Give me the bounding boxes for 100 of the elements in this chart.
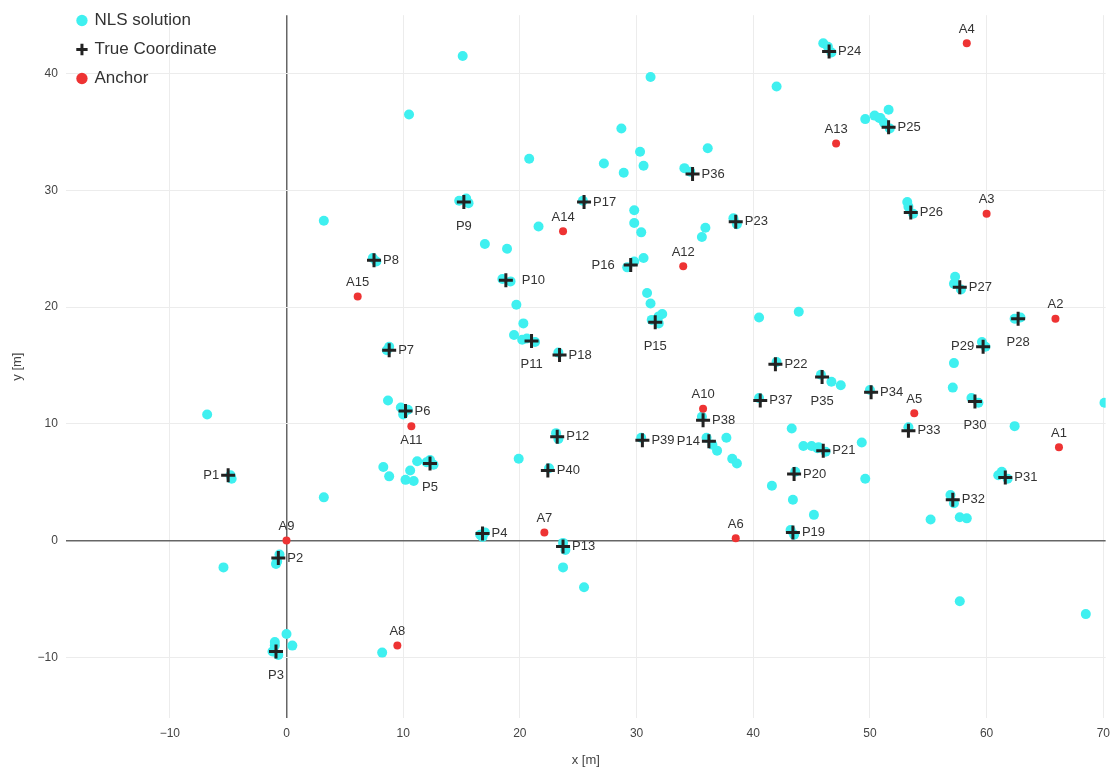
- x-tick-label: 20: [513, 725, 527, 740]
- point: [455, 193, 473, 211]
- annotation: P24: [838, 42, 862, 58]
- point: [365, 251, 383, 269]
- annotation: P18: [568, 346, 592, 362]
- point: [554, 537, 572, 555]
- x-tick-label: 40: [746, 725, 761, 740]
- annotation: P5: [422, 479, 438, 495]
- annotation: P15: [643, 337, 667, 353]
- point: [267, 642, 285, 660]
- point: [813, 368, 831, 386]
- annotation: P17: [593, 193, 617, 209]
- point: [974, 338, 992, 356]
- x-tick-label: 60: [979, 725, 994, 740]
- x-tick-label: −10: [159, 725, 181, 740]
- annotation: P25: [897, 118, 921, 134]
- point: [1051, 314, 1060, 323]
- point: [832, 139, 841, 148]
- point: [559, 227, 568, 236]
- annotation: P39: [651, 431, 675, 447]
- point: [785, 465, 803, 483]
- point: [731, 534, 740, 543]
- annotation: P8: [383, 251, 399, 267]
- point: [353, 292, 362, 301]
- point: [996, 469, 1014, 487]
- point: [880, 118, 898, 136]
- point: [814, 442, 832, 460]
- annotation: A8: [389, 623, 406, 639]
- annotation: P20: [803, 465, 827, 481]
- point: [421, 455, 439, 472]
- annotation: P31: [1014, 469, 1038, 485]
- annotation: A10: [691, 386, 715, 402]
- annotation: A5: [906, 390, 923, 406]
- point: [393, 641, 402, 650]
- annotation: P16: [591, 256, 615, 272]
- point: [397, 402, 415, 420]
- annotation: P11: [520, 356, 543, 372]
- annotation: P26: [919, 204, 943, 220]
- point: [646, 313, 664, 331]
- annotation: A7: [536, 509, 553, 525]
- annotation: P9: [455, 217, 472, 233]
- point: [694, 411, 712, 429]
- point: [540, 528, 549, 537]
- point: [751, 391, 769, 409]
- point: [575, 193, 593, 211]
- annotation: A15: [346, 274, 370, 290]
- annotation: A12: [671, 243, 695, 259]
- point: [966, 393, 984, 411]
- annotation: A3: [978, 191, 995, 207]
- annotation: P12: [566, 428, 590, 444]
- annotation: P3: [268, 667, 284, 683]
- annotation: P1: [203, 466, 220, 482]
- point: [944, 491, 962, 509]
- x-tick-label: 10: [396, 725, 411, 740]
- annotation: A11: [400, 431, 423, 447]
- annotation: P14: [676, 432, 700, 448]
- x-tick-label: 0: [283, 725, 291, 740]
- x-axis-title: x [m]: [571, 751, 600, 767]
- point: [380, 341, 398, 359]
- point: [962, 39, 971, 48]
- annotation: P36: [701, 165, 725, 181]
- annotation: P10: [521, 271, 545, 287]
- x-tick-label: 70: [1096, 725, 1111, 740]
- point: [766, 355, 784, 373]
- annotation: P23: [744, 213, 768, 229]
- point: [282, 536, 291, 545]
- point: [951, 278, 969, 296]
- point: [474, 525, 492, 543]
- y-tick-label: −10: [37, 649, 59, 664]
- x-tick-label: 50: [863, 725, 877, 740]
- point: [820, 42, 838, 60]
- point: [1009, 310, 1027, 328]
- x-tick-label: 30: [629, 725, 644, 740]
- annotation: P21: [832, 442, 856, 458]
- legend-label: True Coordinate: [94, 39, 217, 59]
- annotation: P27: [968, 278, 992, 294]
- point: [407, 422, 416, 431]
- point: [902, 204, 920, 221]
- annotation: P7: [398, 341, 415, 357]
- annotation: P29: [950, 338, 975, 354]
- annotation: P13: [572, 537, 596, 553]
- annotation: P40: [556, 462, 581, 478]
- point: [699, 404, 708, 413]
- point: [497, 271, 515, 289]
- y-tick-label: 30: [44, 182, 59, 197]
- point: [219, 466, 237, 484]
- point: [539, 462, 557, 479]
- annotation: P22: [784, 355, 808, 371]
- point: [899, 422, 917, 440]
- legend-label: NLS solution: [94, 10, 191, 30]
- point: [862, 383, 880, 401]
- annotation: P4: [491, 525, 508, 541]
- annotation: P30: [963, 417, 987, 433]
- y-tick-label: 0: [51, 532, 59, 547]
- annotation: A14: [551, 208, 575, 224]
- annotation: P32: [961, 491, 985, 507]
- annotation: P19: [801, 523, 826, 539]
- point: [684, 165, 702, 183]
- annotation: P37: [769, 392, 793, 408]
- annotation: P34: [880, 383, 904, 399]
